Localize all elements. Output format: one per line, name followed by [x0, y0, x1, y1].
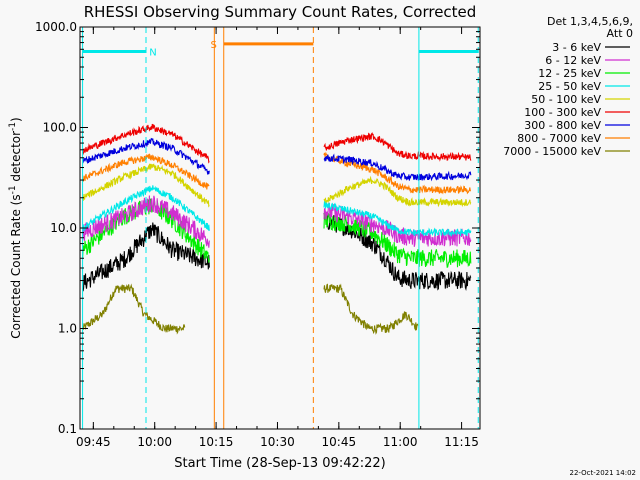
series-line-7000-15000-kev-seg2 [323, 283, 419, 335]
y-axis-label: Corrected Count Rate (s-1 detector-1) [8, 117, 23, 338]
x-axis-label: Start Time (28-Sep-13 09:42:22) [174, 456, 385, 471]
legend-label-100-300-kev: 100 - 300 keV [524, 106, 601, 119]
y-tick-label: 1.0 [58, 322, 77, 336]
x-tick-label: 11:15 [444, 435, 479, 449]
x-tick-label: 10:45 [322, 435, 357, 449]
legend-label-12-25-kev: 12 - 25 keV [538, 67, 601, 80]
legend-header-line: Att 0 [607, 27, 633, 40]
series-line-300-800-kev-seg2 [323, 153, 472, 182]
series-line-100-300-kev-seg2 [323, 132, 472, 162]
series-line-25-50-kev-seg2 [323, 200, 472, 237]
series-line-800-7000-kev-seg1 [82, 153, 210, 190]
legend-label-25-50-kev: 25 - 50 keV [538, 80, 601, 93]
x-tick-label: 10:00 [137, 435, 172, 449]
annotation-label-n: N [149, 48, 156, 59]
y-tick-label: 100.0 [43, 121, 77, 135]
x-tick-label: 10:15 [199, 435, 234, 449]
legend-label-800-7000-kev: 800 - 7000 keV [517, 132, 601, 145]
chart-title: RHESSI Observing Summary Count Rates, Co… [84, 3, 477, 21]
y-tick-label: 1000.0 [35, 20, 77, 34]
legend-label-300-800-kev: 300 - 800 keV [524, 119, 601, 132]
series-line-6-12-kev-seg2 [323, 202, 472, 247]
series-line-50-100-kev-seg2 [323, 175, 472, 208]
series-line-3-6-kev-seg2 [323, 212, 472, 291]
x-tick-label: 10:30 [260, 435, 295, 449]
y-tick-label: 0.1 [58, 422, 77, 436]
annotation-label-s: S [211, 40, 217, 51]
x-tick-label: 11:00 [383, 435, 418, 449]
legend-label-50-100-kev: 50 - 100 keV [531, 93, 601, 106]
y-tick-label: 10.0 [50, 221, 77, 235]
legend-header-line: Det 1,3,4,5,6,9, [547, 15, 633, 28]
legend-label-3-6-kev: 3 - 6 keV [552, 41, 601, 54]
legend-label-7000-15000-kev: 7000 - 15000 keV [503, 145, 601, 158]
x-tick-label: 09:45 [76, 435, 111, 449]
footer-timestamp: 22-Oct-2021 14:02 [570, 469, 636, 477]
series-line-7000-15000-kev-seg1 [82, 283, 186, 335]
legend-label-6-12-kev: 6 - 12 keV [545, 54, 601, 67]
series-line-800-7000-kev-seg2 [323, 151, 472, 195]
